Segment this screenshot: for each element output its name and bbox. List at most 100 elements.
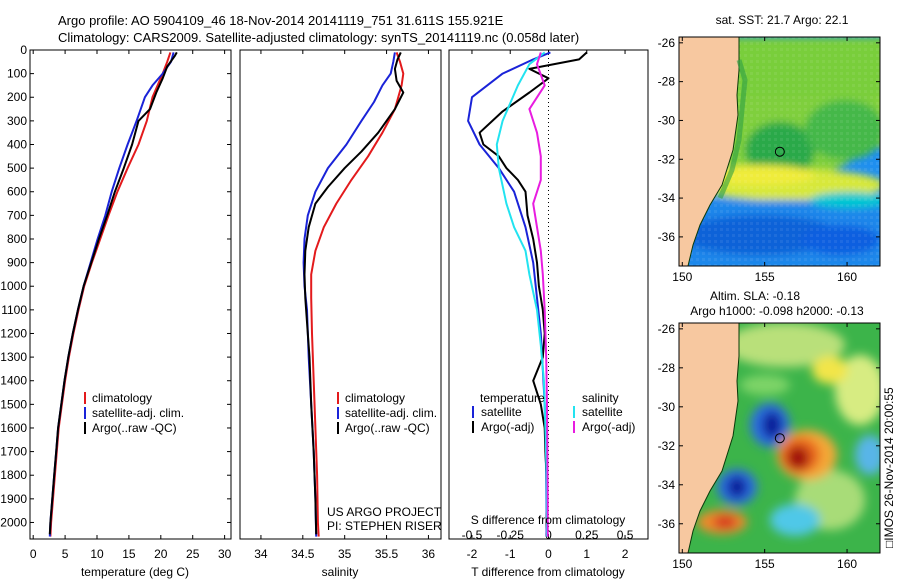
y-tick-label: 300 [7, 114, 27, 128]
x-tick-label: 1 [583, 547, 590, 561]
map-y-tick-label: -36 [658, 230, 676, 244]
series-line [48, 51, 178, 535]
map-x-tick-label: 150 [672, 270, 692, 284]
map-x-tick-label: 155 [755, 270, 775, 284]
salinity-lines [302, 51, 405, 537]
sla-title-line2: Argo h1000: -0.098 h2000: -0.13 [690, 304, 864, 318]
legend-label-t-argo: Argo(-adj) [481, 420, 534, 434]
legend-label-satellite: satellite-adj. clim. [92, 406, 184, 420]
legend-label-climatology: climatology [92, 391, 152, 405]
y-tick-label: 700 [7, 208, 27, 222]
y-tick-label: 1600 [0, 421, 27, 435]
map-y-tick-label: -28 [658, 75, 676, 89]
x-tick-label-top: 0.5 [617, 528, 634, 542]
y-tick-label: 2000 [0, 515, 27, 529]
map-x-tick-label: 160 [837, 270, 857, 284]
map-x-tick-label: 155 [755, 557, 775, 571]
map-y-tick-label: -32 [658, 152, 676, 166]
y-tick-label: 500 [7, 161, 27, 175]
map-x-tick-label: 150 [672, 557, 692, 571]
x-tick-label: 34 [254, 547, 268, 561]
pi-credit: PI: STEPHEN RISER [327, 519, 442, 533]
x-tick-label: 35.5 [375, 547, 399, 561]
temperature-axes [29, 49, 232, 540]
x-tick-label: 25 [186, 547, 200, 561]
difference-ticks: -2 -1 0 1 2-0.5 -0.25 0 0.25 0.5 [462, 50, 634, 561]
map-y-tick-label: -30 [658, 113, 676, 127]
y-tick-label: 0 [20, 43, 27, 57]
difference-panel: -2 -1 0 1 2-0.5 -0.25 0 0.25 0.5 T difference fr… [448, 49, 649, 579]
salinity-axes [239, 49, 442, 540]
x-tick-label-top: -0.25 [497, 528, 525, 542]
y-tick-label: 1900 [0, 492, 27, 506]
salinity-panel: 34 34.5 35 35.5 36 salinity climatology sate… [239, 49, 442, 579]
map-y-tick-label: -34 [658, 191, 676, 205]
sst-argo-marker [774, 146, 785, 157]
map-y-tick-label: -34 [658, 478, 676, 492]
y-tick-label: 100 [7, 67, 27, 81]
map-y-tick-label: -26 [658, 36, 676, 50]
series-line [528, 52, 549, 537]
x-tick-label: -2 [467, 547, 478, 561]
y-tick-label: 1500 [0, 397, 27, 411]
project-credit: US ARGO PROJECT [327, 505, 442, 519]
difference-xlabel-top: S difference from climatology [471, 513, 626, 527]
series-line [310, 52, 405, 537]
map-y-tick-label: -30 [658, 400, 676, 414]
sla-field [679, 323, 880, 553]
y-tick-label: 400 [7, 137, 27, 151]
legend-label-s-satellite: satellite [582, 405, 623, 419]
difference-xlabel: T difference from climatology [471, 565, 625, 579]
x-tick-label: -1 [505, 547, 516, 561]
legend-label-t-satellite: satellite [481, 405, 522, 419]
x-tick-label: 5 [62, 547, 69, 561]
y-tick-label: 1300 [0, 350, 27, 364]
y-tick-label: 1700 [0, 445, 27, 459]
x-tick-label: 0 [545, 547, 552, 561]
x-tick-label: 35 [338, 547, 352, 561]
sla-title-line1: Altim. SLA: -0.18 [710, 289, 800, 303]
sst-map-ticks: 150 155 160 -26 -28 -30 -32 -34 -36 [658, 36, 880, 284]
legend-label-argo: Argo(..raw -QC) [92, 421, 177, 435]
x-tick-label-top: -0.5 [462, 528, 483, 542]
legend-title-temperature: temperature [480, 391, 545, 405]
header-line1: Argo profile: AO 5904109_46 18-Nov-2014 … [58, 13, 504, 28]
x-tick-label: 15 [122, 547, 136, 561]
sst-map: sat. SST: 21.7 Argo: 22.1 150 155 1 [658, 13, 881, 284]
temperature-legend: climatology satellite-adj. clim. Argo(..… [84, 391, 184, 435]
y-tick-label: 600 [7, 185, 27, 199]
map-y-tick-label: -32 [658, 439, 676, 453]
y-tick-label: 800 [7, 232, 27, 246]
y-tick-label: 1100 [1, 303, 27, 317]
temperature-xlabel: temperature (deg C) [81, 565, 189, 579]
legend-label-s-argo: Argo(-adj) [582, 420, 635, 434]
sla-coast [679, 323, 740, 553]
difference-legend: temperature salinity satellite Argo(-adj… [472, 391, 635, 434]
series-line [495, 51, 548, 537]
x-tick-label: 30 [218, 547, 232, 561]
y-tick-label: 200 [7, 90, 27, 104]
x-tick-label: 20 [154, 547, 168, 561]
x-tick-label: 36 [422, 547, 436, 561]
sla-map-ticks: 150 155 160 -26 -28 -30 -32 -34 -36 [658, 322, 880, 571]
sst-field [679, 37, 880, 266]
x-tick-label-top: 0.25 [575, 528, 599, 542]
sst-coast [679, 37, 740, 266]
map-y-tick-label: -28 [658, 361, 676, 375]
y-tick-label: 1200 [0, 326, 27, 340]
y-tick-label: 900 [7, 256, 27, 270]
imos-credit: □IMOS 26-Nov-2014 20:00:55 [882, 387, 896, 548]
x-tick-label: 0 [30, 547, 37, 561]
x-tick-label: 2 [622, 547, 629, 561]
difference-lines [467, 51, 588, 537]
y-tick-label: 1800 [0, 468, 27, 482]
legend-label-satellite: satellite-adj. clim. [345, 406, 437, 420]
x-tick-label: 10 [90, 547, 104, 561]
y-tick-label: 1000 [0, 279, 27, 293]
map-y-tick-label: -26 [658, 322, 676, 336]
temperature-panel: 0 5 10 15 20 25 30 010020030040050060070080090… [0, 43, 648, 579]
y-tick-label: 1400 [0, 374, 27, 388]
x-tick-label: 34.5 [291, 547, 315, 561]
header-line2: Climatology: CARS2009. Satellite-adjuste… [58, 30, 579, 45]
legend-label-argo: Argo(..raw -QC) [345, 421, 430, 435]
